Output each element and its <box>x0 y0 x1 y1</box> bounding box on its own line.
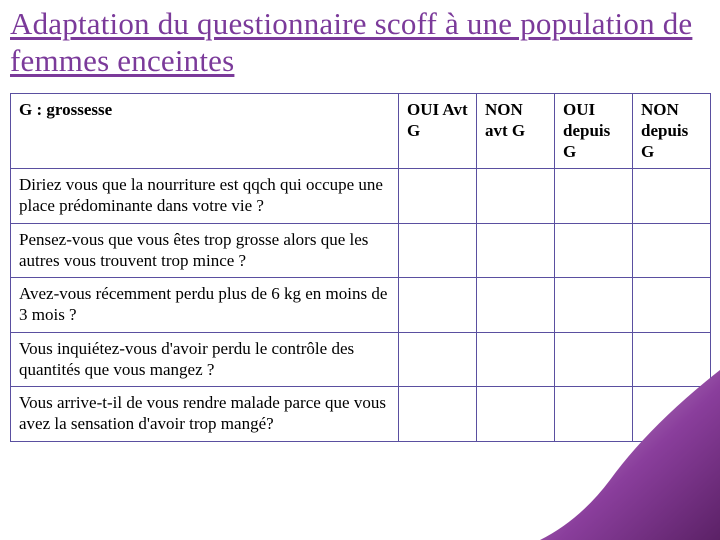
question-cell: Vous arrive-t-il de vous rendre malade p… <box>11 387 399 441</box>
answer-cell <box>399 332 477 386</box>
answer-cell <box>477 169 555 223</box>
header-col-3: NON depuis G <box>633 94 711 169</box>
table-header-row: G : grossesse OUI Avt G NON avt G OUI de… <box>11 94 711 169</box>
table-body: Diriez vous que la nourriture est qqch q… <box>11 169 711 441</box>
table-row: Vous inquiétez-vous d'avoir perdu le con… <box>11 332 711 386</box>
answer-cell <box>399 223 477 277</box>
answer-cell <box>633 169 711 223</box>
answer-cell <box>477 223 555 277</box>
question-cell: Pensez-vous que vous êtes trop grosse al… <box>11 223 399 277</box>
answer-cell <box>633 332 711 386</box>
answer-cell <box>555 278 633 332</box>
question-cell: Vous inquiétez-vous d'avoir perdu le con… <box>11 332 399 386</box>
answer-cell <box>555 169 633 223</box>
answer-cell <box>477 278 555 332</box>
answer-cell <box>477 332 555 386</box>
answer-cell <box>477 387 555 441</box>
answer-cell <box>399 169 477 223</box>
header-lead: G : grossesse <box>11 94 399 169</box>
header-col-0: OUI Avt G <box>399 94 477 169</box>
page-title: Adaptation du questionnaire scoff à une … <box>10 6 710 79</box>
table-row: Diriez vous que la nourriture est qqch q… <box>11 169 711 223</box>
table-row: Vous arrive-t-il de vous rendre malade p… <box>11 387 711 441</box>
table-row: Pensez-vous que vous êtes trop grosse al… <box>11 223 711 277</box>
answer-cell <box>633 387 711 441</box>
answer-cell <box>399 387 477 441</box>
scoff-table: G : grossesse OUI Avt G NON avt G OUI de… <box>10 93 711 442</box>
table-row: Avez-vous récemment perdu plus de 6 kg e… <box>11 278 711 332</box>
slide: Adaptation du questionnaire scoff à une … <box>0 0 720 540</box>
answer-cell <box>555 332 633 386</box>
question-cell: Diriez vous que la nourriture est qqch q… <box>11 169 399 223</box>
question-cell: Avez-vous récemment perdu plus de 6 kg e… <box>11 278 399 332</box>
header-col-2: OUI depuis G <box>555 94 633 169</box>
answer-cell <box>633 223 711 277</box>
header-col-1: NON avt G <box>477 94 555 169</box>
answer-cell <box>555 223 633 277</box>
answer-cell <box>633 278 711 332</box>
answer-cell <box>555 387 633 441</box>
answer-cell <box>399 278 477 332</box>
